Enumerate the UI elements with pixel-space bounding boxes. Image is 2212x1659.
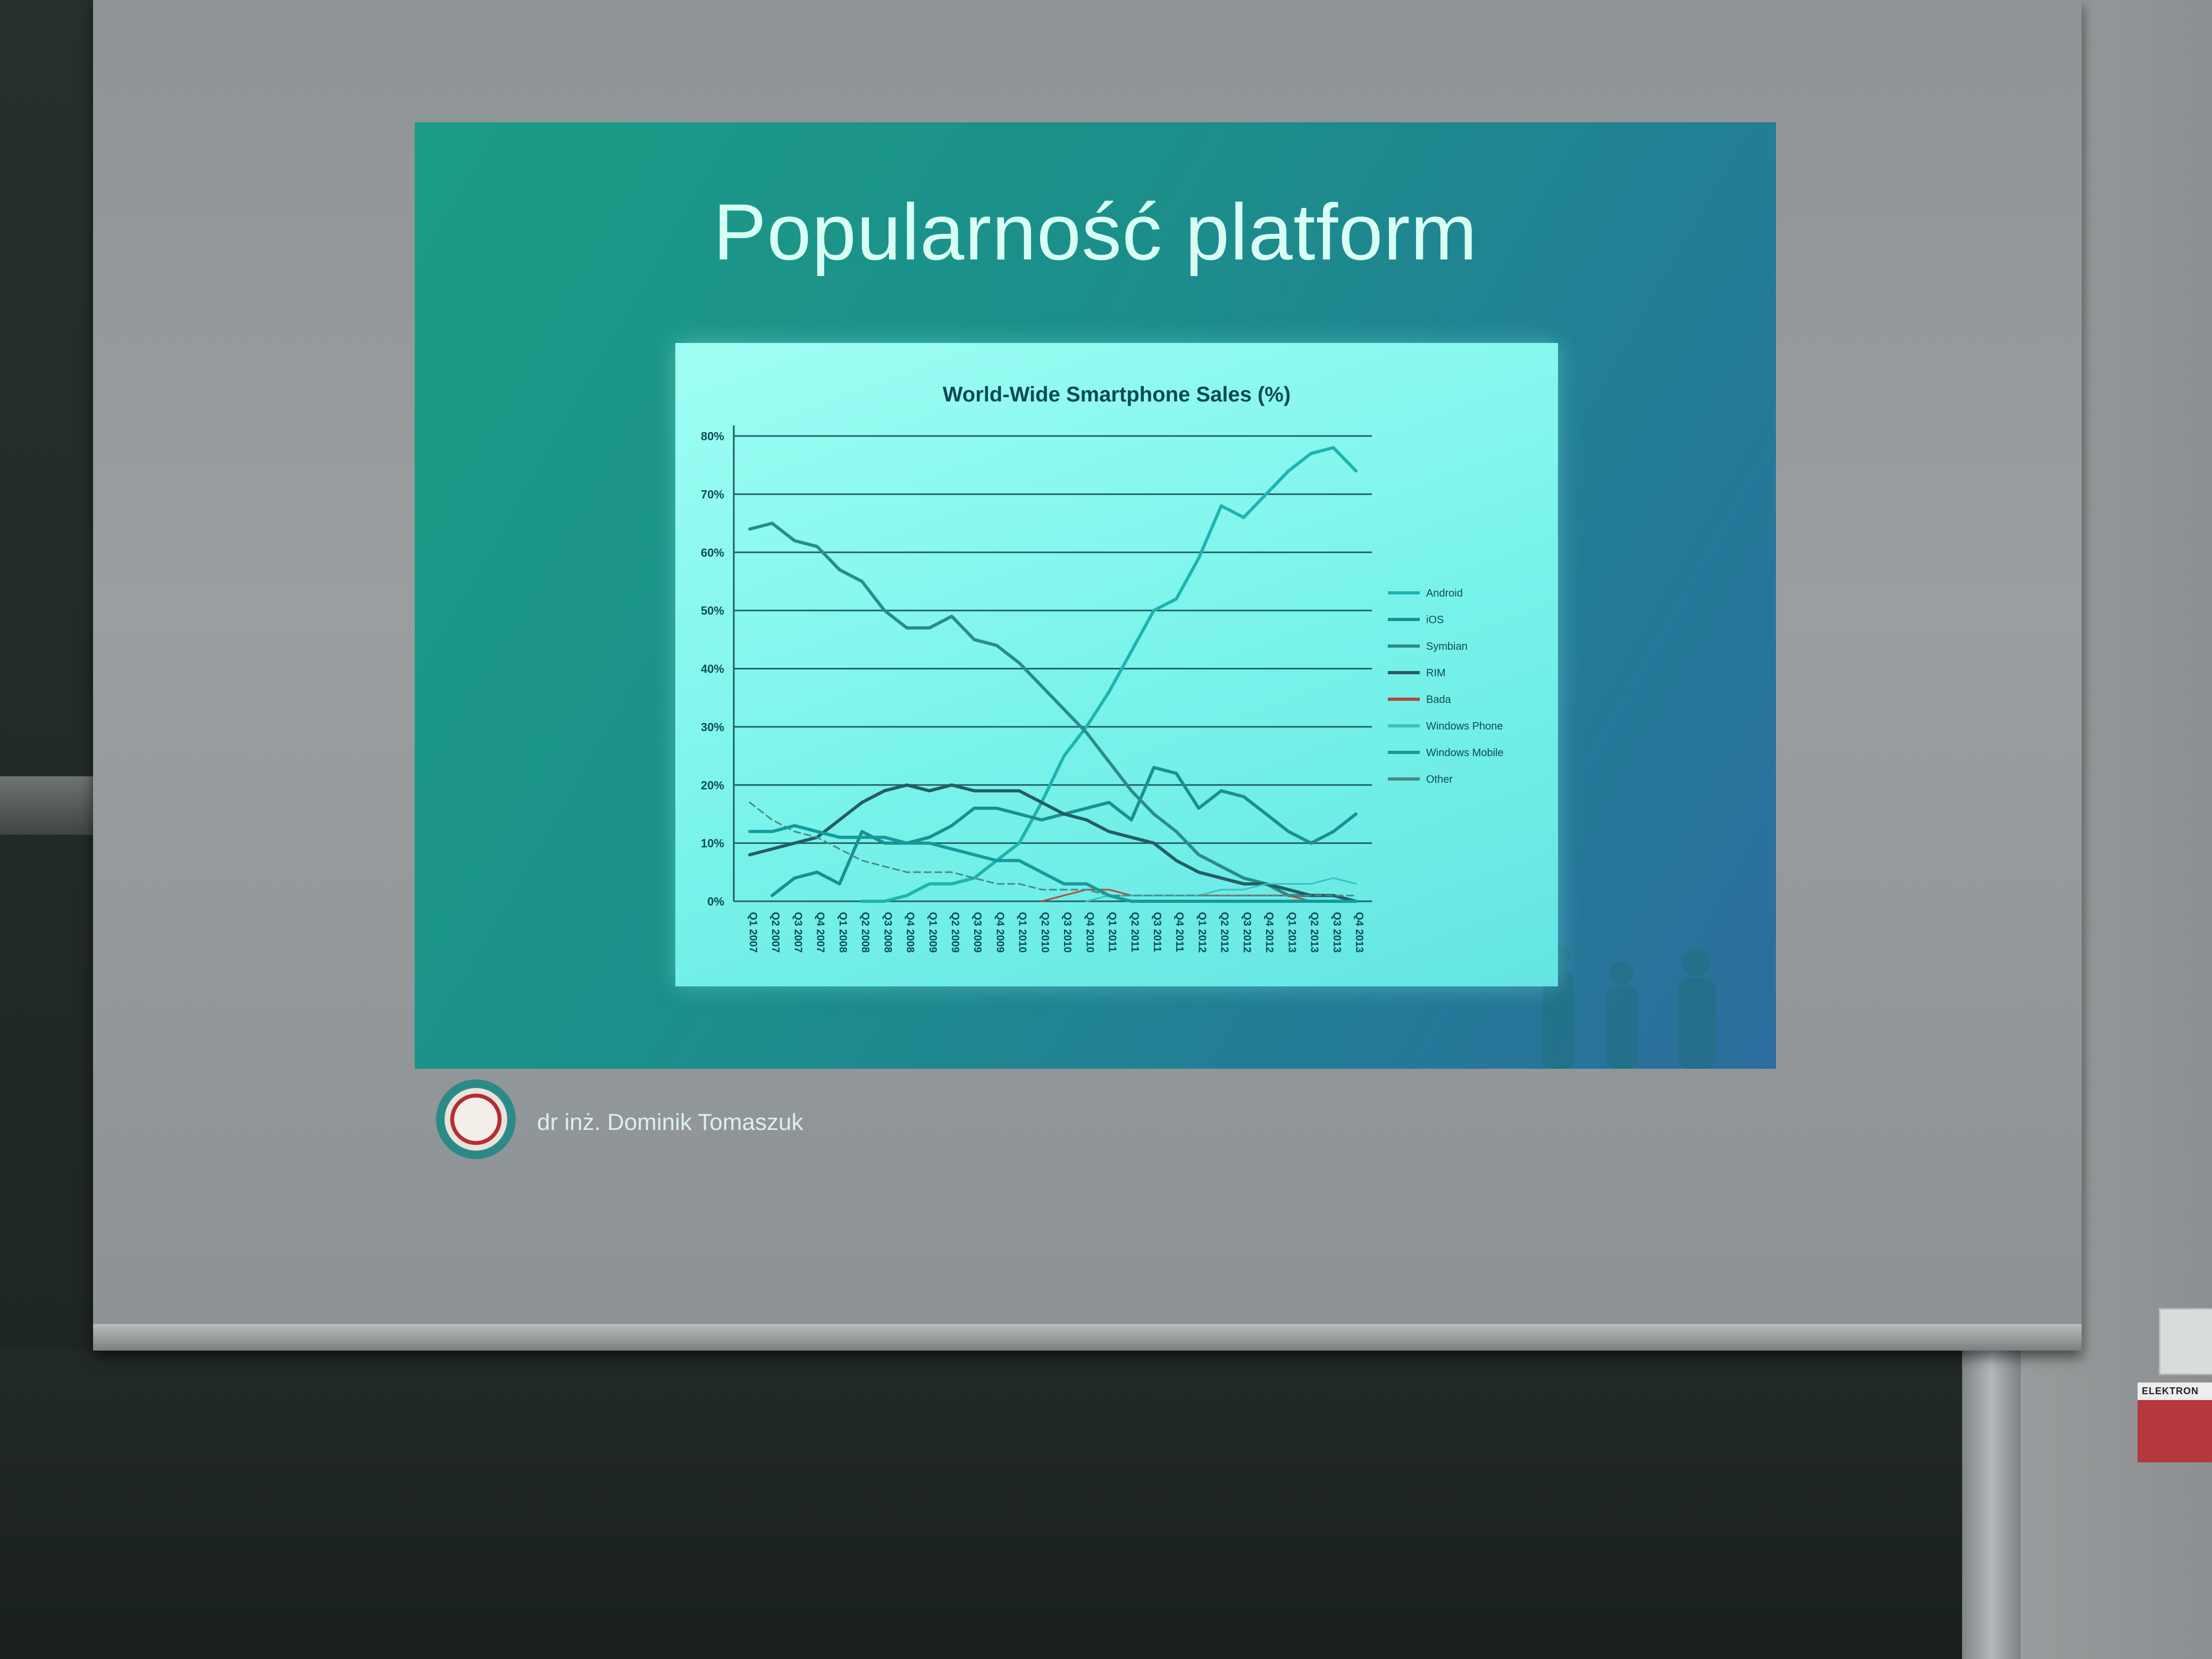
x-tick-label: Q4 2013 xyxy=(1353,912,1365,953)
y-tick-label: 50% xyxy=(701,604,724,617)
series-line-symbian xyxy=(748,522,1358,903)
x-tick-label: Q2 2007 xyxy=(769,912,781,953)
x-tick-label: Q3 2011 xyxy=(1151,912,1163,952)
y-tick-label: 80% xyxy=(701,430,724,443)
author-name: dr inż. Dominik Tomaszuk xyxy=(537,1109,803,1135)
legend-label: Bada xyxy=(1426,694,1452,706)
series-line-android xyxy=(860,446,1358,903)
x-tick-label: Q2 2010 xyxy=(1039,912,1051,953)
y-tick-label: 10% xyxy=(701,837,724,850)
legend-label: Windows Phone xyxy=(1426,720,1503,732)
x-tick-label: Q2 2013 xyxy=(1309,912,1320,953)
y-tick-label: 30% xyxy=(701,720,724,734)
x-tick-label: Q1 2011 xyxy=(1107,912,1118,952)
x-tick-label: Q4 2007 xyxy=(815,912,826,953)
x-tick-label: Q3 2008 xyxy=(882,912,893,953)
chart-svg: World-Wide Smartphone Sales (%) 0% 10% 20%… xyxy=(701,383,1504,953)
x-tick-label: Q2 2009 xyxy=(949,912,961,953)
x-tick-label: Q1 2012 xyxy=(1196,912,1208,953)
x-tick-label: Q3 2012 xyxy=(1241,912,1253,953)
legend-label: Symbian xyxy=(1426,641,1468,652)
slide-title: Popularność platform xyxy=(713,187,1478,276)
x-tick-label: Q1 2009 xyxy=(927,912,939,953)
series-line-ios xyxy=(770,766,1358,898)
x-tick-label: Q1 2007 xyxy=(747,912,759,953)
audience-silhouettes xyxy=(1542,944,1716,1069)
legend-label: RIM xyxy=(1426,667,1446,679)
legend-label: iOS xyxy=(1426,614,1444,626)
y-tick-label: 70% xyxy=(701,488,724,501)
slide-footer: dr inż. Dominik Tomaszuk xyxy=(436,1079,1074,1164)
x-tick-label: Q2 2012 xyxy=(1219,912,1230,953)
y-tick-label: 20% xyxy=(701,778,724,792)
x-tick-label: Q4 2011 xyxy=(1174,912,1185,952)
x-tick-label: Q3 2009 xyxy=(971,912,983,953)
light-switch[interactable] xyxy=(2159,1308,2212,1375)
legend-label: Windows Mobile xyxy=(1426,747,1504,759)
y-tick-label: 0% xyxy=(707,895,724,908)
chalkboard-bottom xyxy=(0,1351,1967,1659)
series-line-other xyxy=(749,801,1357,896)
x-tick-label: Q4 2010 xyxy=(1084,912,1095,953)
x-tick-label: Q1 2010 xyxy=(1017,912,1028,953)
x-tick-label: Q4 2012 xyxy=(1263,912,1275,953)
x-tick-label: Q2 2008 xyxy=(859,912,871,953)
slide: Popularność platform World-Wide Smartpho… xyxy=(415,122,1776,1069)
legend-label: Other xyxy=(1426,774,1453,785)
x-tick-label: Q1 2008 xyxy=(837,912,849,953)
screen-bottom-bar xyxy=(93,1324,2082,1351)
wall-label-text: ELEKTRON xyxy=(2138,1382,2212,1400)
university-logo xyxy=(436,1079,516,1159)
y-tick-label: 60% xyxy=(701,546,724,559)
legend-label: Android xyxy=(1426,588,1463,599)
chart-panel: World-Wide Smartphone Sales (%) 0% 10% 20%… xyxy=(675,343,1558,986)
x-tick-label: Q4 2008 xyxy=(904,912,916,953)
x-tick-label: Q3 2010 xyxy=(1061,912,1073,953)
y-tick-label: 40% xyxy=(701,663,724,676)
x-tick-label: Q3 2007 xyxy=(792,912,803,953)
series-line-windows-mobile xyxy=(748,824,1358,903)
wall-label: ELEKTRON xyxy=(2138,1382,2212,1462)
x-tick-label: Q1 2013 xyxy=(1286,912,1297,953)
x-tick-label: Q2 2011 xyxy=(1129,912,1141,952)
series-line-rim xyxy=(748,783,1358,903)
x-tick-label: Q4 2009 xyxy=(994,912,1006,953)
chart-title: World-Wide Smartphone Sales (%) xyxy=(943,383,1291,406)
x-tick-label: Q3 2013 xyxy=(1331,912,1343,953)
series-line-windows-phone xyxy=(1085,877,1357,902)
